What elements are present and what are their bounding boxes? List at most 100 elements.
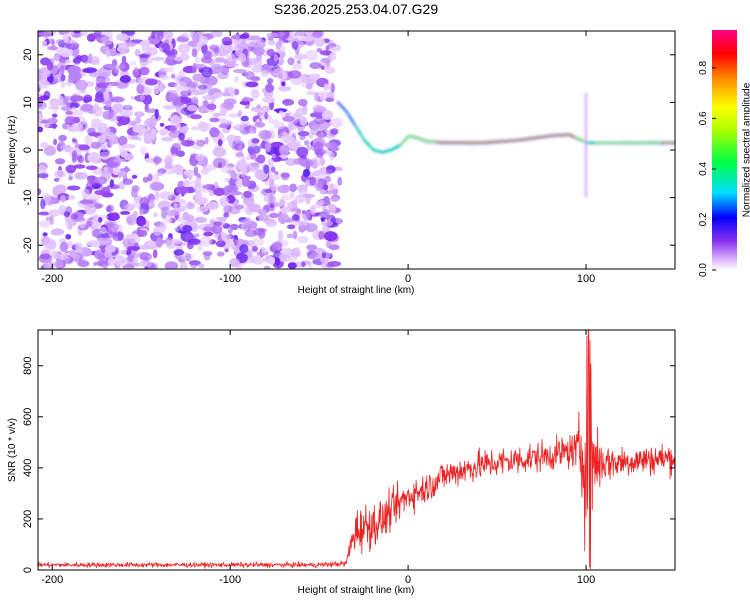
noise-blob (159, 82, 164, 94)
noise-blob (111, 59, 118, 67)
noise-blob (264, 141, 272, 153)
noise-blob (323, 231, 338, 242)
ridge-cell (589, 142, 592, 144)
noise-blob (197, 122, 212, 131)
y-tick-label: 20 (22, 49, 34, 61)
noise-blob (106, 50, 111, 58)
noise-blob (88, 53, 93, 64)
noise-blob (304, 50, 318, 61)
ridge-cell (379, 151, 382, 153)
noise-blob (215, 240, 226, 248)
ridge-cell (670, 142, 672, 144)
noise-blob (175, 105, 182, 114)
noise-blob (247, 57, 258, 65)
noise-blob (130, 120, 137, 126)
noise-blob (38, 79, 51, 89)
noise-blob (267, 36, 274, 41)
noise-blob (64, 221, 71, 227)
noise-blob (277, 185, 291, 194)
noise-blob (121, 143, 136, 149)
noise-blob (42, 40, 47, 47)
ridge-cell (471, 142, 474, 144)
ridge-cell (363, 139, 366, 142)
snr-frame (37, 329, 676, 571)
ridge-cell (531, 137, 534, 139)
noise-blob (276, 55, 285, 66)
noise-blob (171, 73, 176, 79)
noise-blob (239, 219, 253, 226)
ridge-cell (551, 135, 554, 137)
noise-blob (329, 196, 340, 203)
noise-blob (202, 100, 209, 107)
noise-blob (291, 214, 300, 221)
noise-blob (58, 95, 64, 102)
noise-blob (192, 89, 207, 96)
noise-blob (38, 100, 47, 110)
noise-blob (318, 213, 327, 218)
noise-blob (102, 264, 108, 269)
noise-blob (299, 189, 306, 195)
ridge-cell (483, 142, 486, 144)
noise-blob (120, 210, 131, 215)
noise-blob (220, 165, 234, 174)
noise-blob (278, 86, 292, 92)
noise-blob (90, 56, 100, 65)
ridge-cell (478, 142, 481, 144)
noise-blob (183, 179, 190, 189)
ridge-cell (442, 142, 445, 144)
noise-blob (201, 66, 213, 78)
noise-blob (234, 135, 242, 143)
noise-blob (280, 194, 295, 200)
noise-blob (251, 237, 265, 247)
noise-blob (206, 201, 219, 211)
noise-blob (300, 158, 314, 168)
noise-blob (217, 251, 225, 257)
noise-blob (278, 253, 289, 262)
noise-blob (58, 134, 67, 142)
ridge-cell (665, 142, 668, 144)
noise-blob (214, 57, 226, 63)
noise-blob (316, 130, 327, 138)
noise-blob (192, 73, 206, 82)
noise-blob (213, 181, 219, 187)
ridge-cell (650, 142, 653, 144)
ridge-cell (567, 134, 570, 136)
ridge-cell (456, 142, 459, 144)
noise-blob (323, 83, 329, 89)
noise-blob (196, 206, 209, 213)
noise-blob (85, 165, 98, 171)
noise-blob (60, 80, 66, 89)
x-tick-label: 0 (405, 574, 411, 586)
noise-blob (291, 41, 299, 50)
noise-blob (43, 238, 57, 250)
noise-blob (80, 103, 94, 112)
noise-blob (319, 50, 333, 56)
noise-blob (146, 240, 157, 247)
noise-blob (108, 47, 118, 57)
ridge-cell (341, 106, 344, 108)
ridge-cell (461, 142, 464, 144)
ridge-cell (377, 150, 380, 152)
noise-blob (262, 96, 276, 104)
noise-blob (296, 59, 301, 65)
noise-blob (202, 188, 208, 194)
ridge-cell (435, 141, 438, 143)
noise-blob (225, 87, 238, 97)
noise-blob (240, 115, 249, 122)
noise-blob (280, 206, 290, 214)
noise-blob (301, 35, 315, 42)
ridge-cell (428, 141, 431, 143)
y-tick-label: -10 (22, 190, 34, 206)
noise-blob (142, 176, 149, 183)
ridge-cell (458, 142, 461, 144)
noise-blob (288, 35, 294, 43)
ridge-cell (445, 142, 448, 144)
noise-blob (219, 196, 230, 207)
noise-blob (153, 85, 160, 95)
noise-blob (265, 83, 275, 93)
noise-blob (254, 157, 265, 163)
noise-blob (71, 150, 78, 158)
noise-blob (174, 227, 180, 232)
noise-blob (238, 53, 247, 63)
ridge-cell (608, 142, 611, 144)
